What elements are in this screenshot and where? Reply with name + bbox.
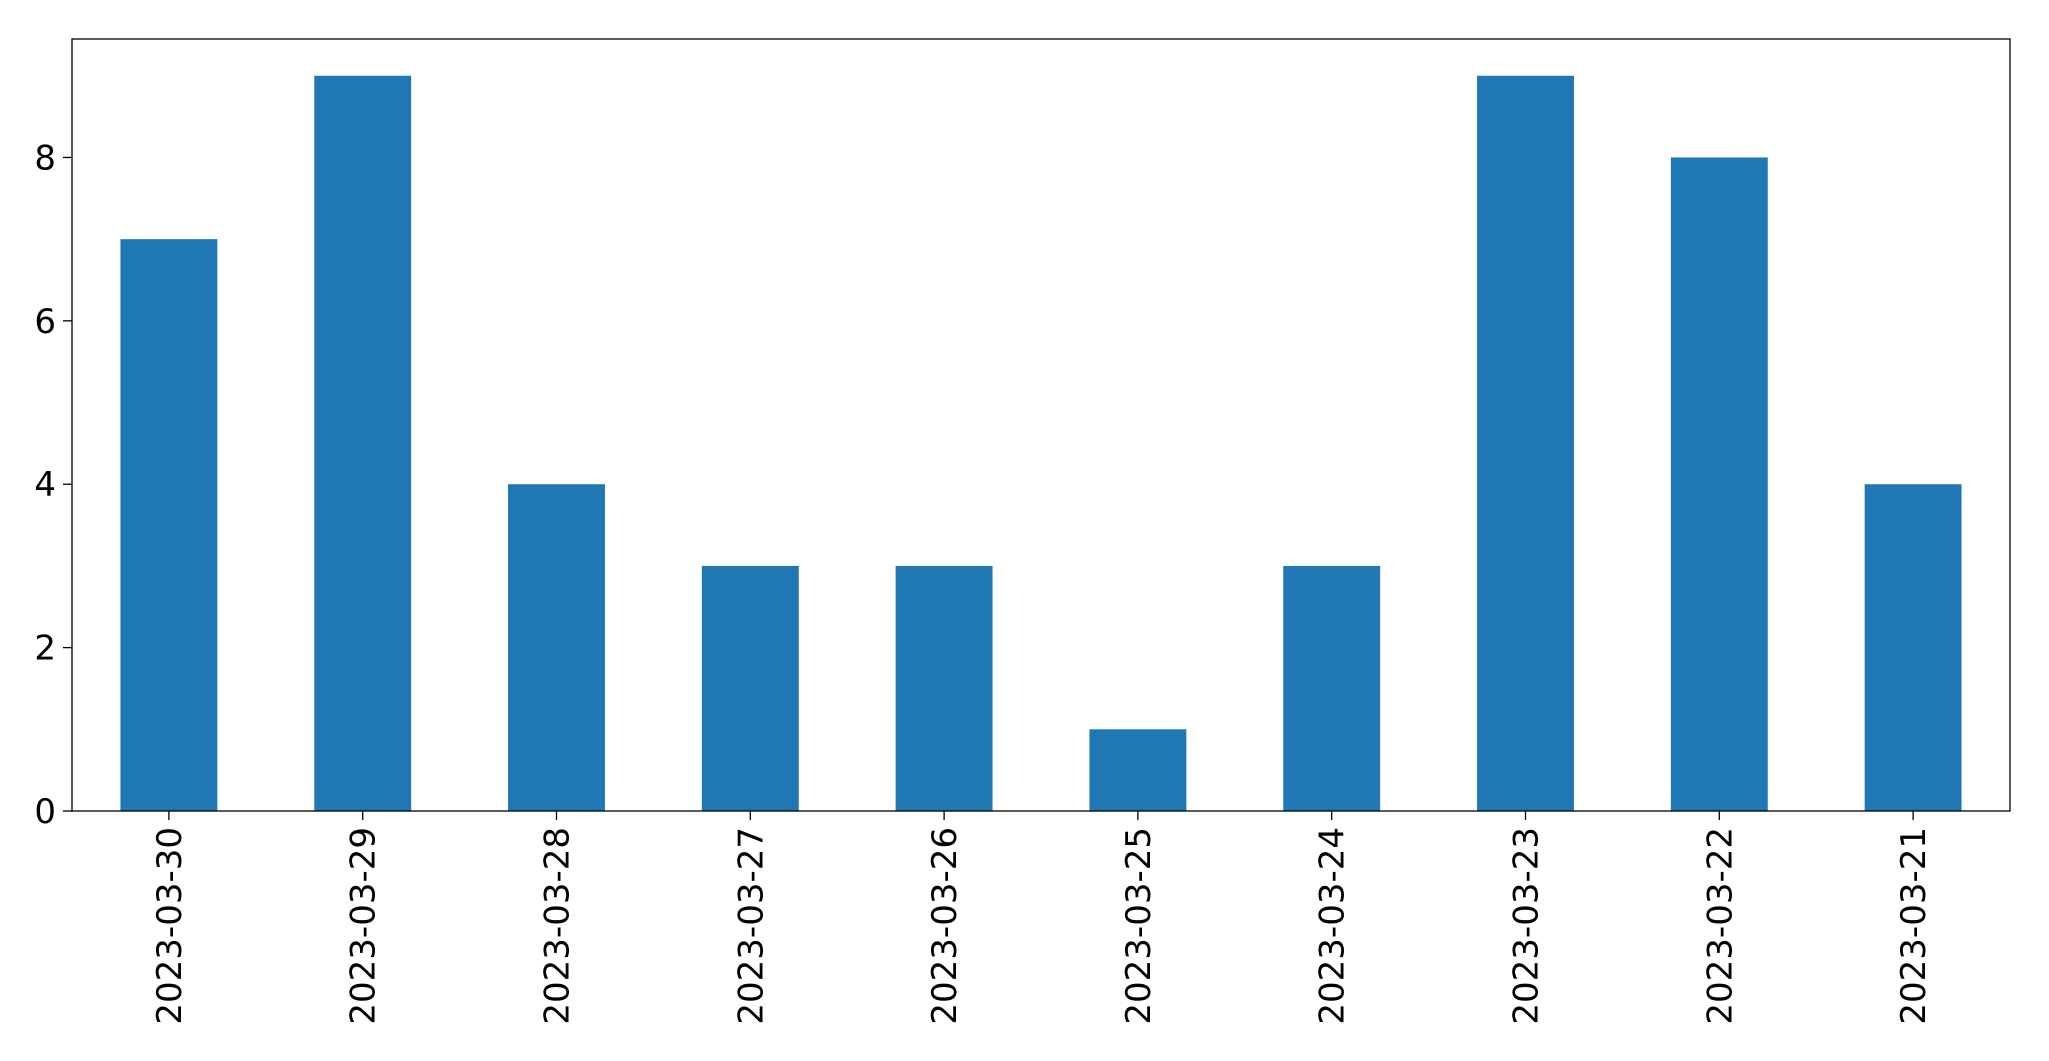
x-tick-label: 2023-03-21 <box>1894 827 1934 1025</box>
bar <box>120 239 218 812</box>
x-tick-label: 2023-03-24 <box>1313 827 1353 1025</box>
bar <box>314 75 412 811</box>
bar <box>1089 729 1187 811</box>
y-tick-label: 0 <box>34 792 56 832</box>
y-tick-label: 8 <box>34 138 56 178</box>
x-tick-label: 2023-03-27 <box>731 827 771 1025</box>
x-tick-label: 2023-03-28 <box>538 827 578 1025</box>
x-tick-label: 2023-03-23 <box>1507 827 1547 1025</box>
y-tick-label: 4 <box>34 465 56 505</box>
x-tick-label: 2023-03-25 <box>1119 827 1159 1025</box>
x-tick-label: 2023-03-26 <box>925 827 965 1025</box>
y-tick-label: 2 <box>34 629 56 669</box>
y-tick-label: 6 <box>34 302 56 342</box>
bar <box>895 565 993 811</box>
bar <box>1283 565 1381 811</box>
bar <box>1864 484 1962 811</box>
axes-frame <box>71 38 2011 812</box>
bar <box>1477 75 1574 811</box>
x-tick-label: 2023-03-30 <box>150 827 190 1025</box>
bar <box>701 565 799 811</box>
bar <box>1670 157 1768 812</box>
x-tick-label: 2023-03-29 <box>344 827 384 1025</box>
bar <box>508 484 605 811</box>
x-tick-label: 2023-03-22 <box>1700 827 1740 1025</box>
